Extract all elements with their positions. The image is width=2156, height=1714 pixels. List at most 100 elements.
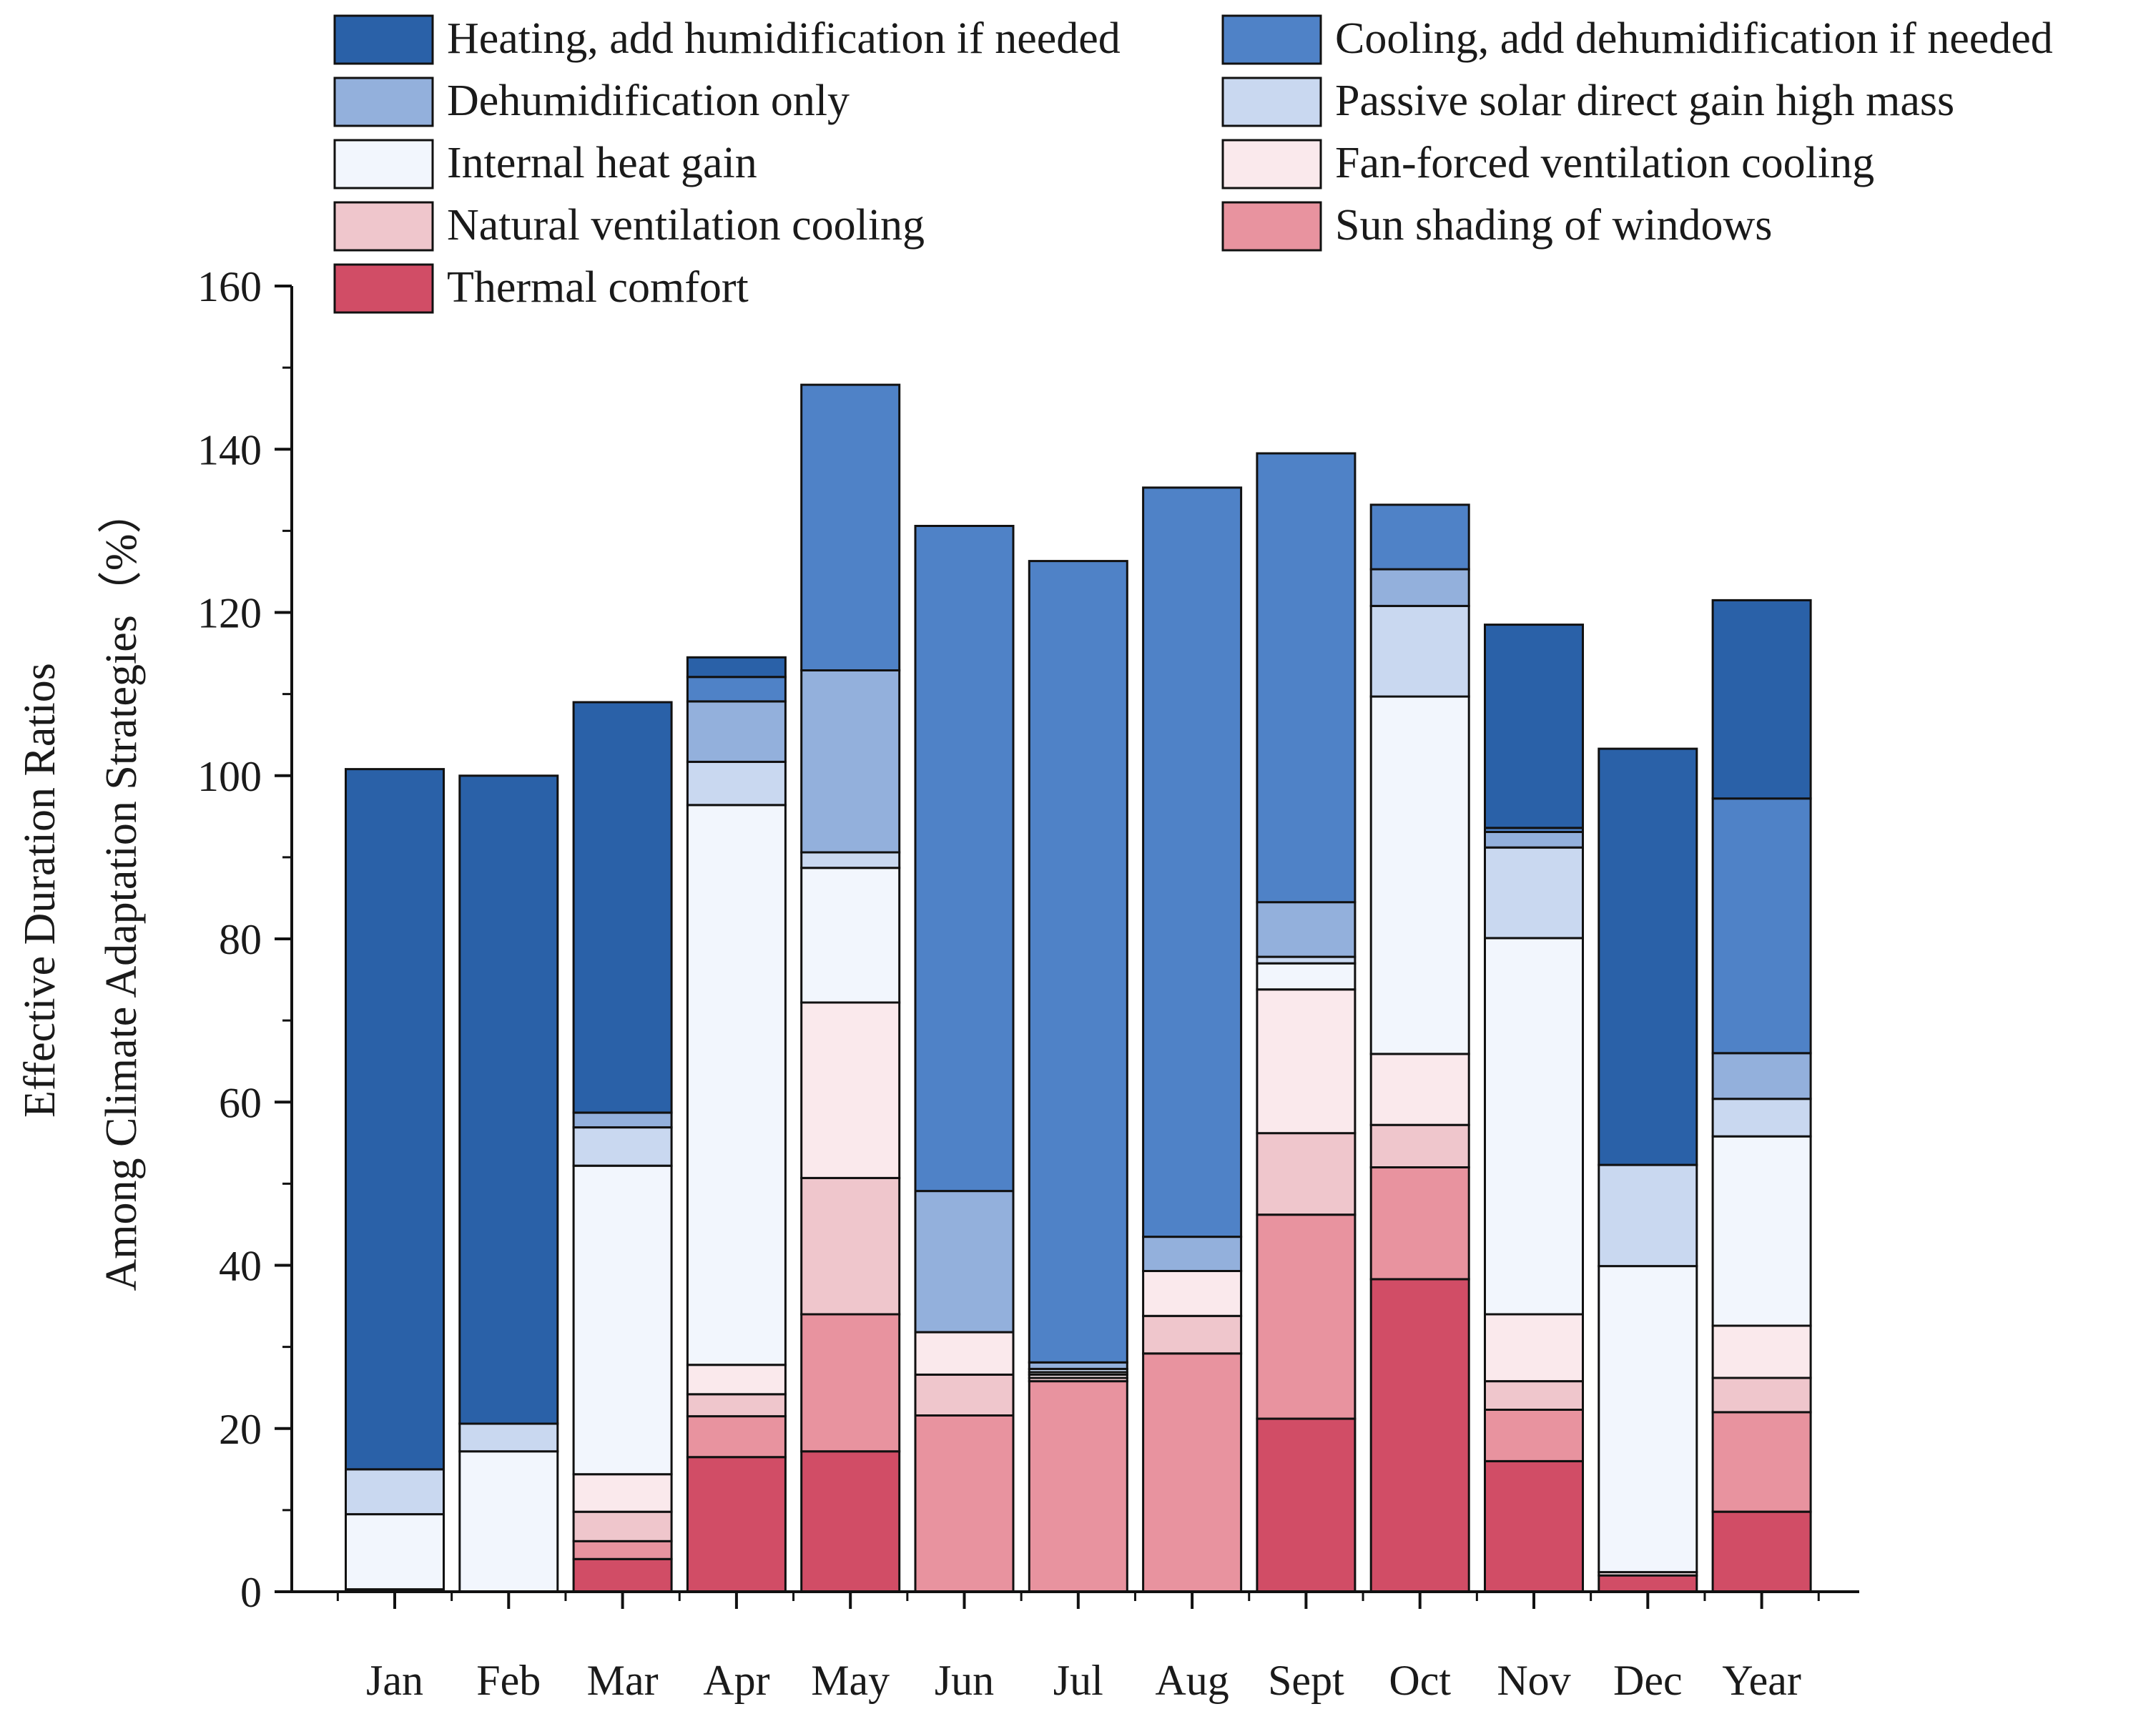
x-tick-label-oct: Oct bbox=[1389, 1657, 1451, 1704]
bar-sept-dehumidification-only bbox=[1256, 901, 1357, 958]
legend-label-fan-forced-ventilation-cooling: Fan-forced ventilation cooling bbox=[1335, 139, 1874, 187]
bar-mar-heating-add-humidification-if-needed bbox=[572, 701, 673, 1114]
bar-jun-natural-ventilation-cooling bbox=[914, 1373, 1015, 1417]
legend-label-heating-add-humidification-if-needed: Heating, add humidification if needed bbox=[447, 14, 1121, 63]
bar-mar-fan-forced-ventilation-cooling bbox=[572, 1473, 673, 1513]
legend: Heating, add humidification if needed Coo… bbox=[333, 14, 2053, 314]
bar-nov-fan-forced-ventilation-cooling bbox=[1484, 1313, 1584, 1383]
bar-may-cooling-add-dehumidification-if-needed bbox=[800, 383, 901, 671]
bar-jan-internal-heat-gain bbox=[345, 1513, 445, 1591]
x-tick-label-nov: Nov bbox=[1497, 1657, 1570, 1704]
y-tick-label-160: 160 bbox=[197, 263, 262, 310]
bar-dec-internal-heat-gain bbox=[1598, 1265, 1698, 1574]
bar-aug-natural-ventilation-cooling bbox=[1142, 1314, 1243, 1355]
bar-may-natural-ventilation-cooling bbox=[800, 1176, 901, 1316]
bar-jun-cooling-add-dehumidification-if-needed bbox=[914, 525, 1015, 1193]
bar-sept-thermal-comfort bbox=[1256, 1417, 1357, 1593]
legend-swatch-sun-shading-of-windows bbox=[1221, 201, 1322, 252]
bar-sept-cooling-add-dehumidification-if-needed bbox=[1256, 452, 1357, 904]
bar-jun-dehumidification-only bbox=[914, 1190, 1015, 1334]
bar-apr-natural-ventilation-cooling bbox=[686, 1393, 787, 1418]
bar-year-sun-shading-of-windows bbox=[1711, 1411, 1812, 1513]
axes-group: 0 20 40 60 80 100 120 140 160 Jan Feb Mar Apr May Jun J… bbox=[197, 263, 1859, 1704]
legend-swatch-cooling-add-dehumidification-if-needed bbox=[1221, 14, 1322, 65]
bar-apr-fan-forced-ventilation-cooling bbox=[686, 1364, 787, 1396]
bar-year-internal-heat-gain bbox=[1711, 1135, 1812, 1327]
bar-feb-heating-add-humidification-if-needed bbox=[458, 774, 559, 1425]
x-tick-label-sept: Sept bbox=[1268, 1657, 1344, 1704]
legend-swatch-dehumidification-only bbox=[333, 77, 434, 127]
x-tick-label-jan: Jan bbox=[366, 1657, 423, 1704]
bar-year-passive-solar-direct-gain-high-mass bbox=[1711, 1098, 1812, 1138]
bar-apr-thermal-comfort bbox=[686, 1456, 787, 1593]
bar-sept-natural-ventilation-cooling bbox=[1256, 1132, 1357, 1216]
bar-year-cooling-add-dehumidification-if-needed bbox=[1711, 797, 1812, 1055]
x-tick-label-apr: Apr bbox=[703, 1657, 769, 1704]
bar-jan-heating-add-humidification-if-needed bbox=[345, 768, 445, 1471]
bar-apr-internal-heat-gain bbox=[686, 804, 787, 1366]
bar-oct-internal-heat-gain bbox=[1369, 695, 1470, 1055]
bar-nov-thermal-comfort bbox=[1484, 1459, 1584, 1593]
bar-apr-dehumidification-only bbox=[686, 700, 787, 763]
legend-swatch-internal-heat-gain bbox=[333, 139, 434, 189]
bar-year-dehumidification-only bbox=[1711, 1052, 1812, 1100]
bar-sept-fan-forced-ventilation-cooling bbox=[1256, 988, 1357, 1135]
bar-mar-internal-heat-gain bbox=[572, 1164, 673, 1476]
bar-aug-fan-forced-ventilation-cooling bbox=[1142, 1270, 1243, 1317]
bar-oct-dehumidification-only bbox=[1369, 568, 1470, 607]
bar-jun-sun-shading-of-windows bbox=[914, 1414, 1015, 1593]
bar-year-heating-add-humidification-if-needed bbox=[1711, 599, 1812, 800]
bar-nov-sun-shading-of-windows bbox=[1484, 1409, 1584, 1462]
bar-apr-passive-solar-direct-gain-high-mass bbox=[686, 760, 787, 807]
bars-group bbox=[345, 383, 1812, 1593]
bar-feb-passive-solar-direct-gain-high-mass bbox=[458, 1422, 559, 1453]
bar-mar-sun-shading-of-windows bbox=[572, 1540, 673, 1560]
bar-may-fan-forced-ventilation-cooling bbox=[800, 1001, 901, 1179]
bar-aug-sun-shading-of-windows bbox=[1142, 1352, 1243, 1593]
bar-mar-dehumidification-only bbox=[572, 1111, 673, 1129]
y-tick-label-120: 120 bbox=[197, 590, 262, 637]
bar-may-dehumidification-only bbox=[800, 669, 901, 854]
bar-apr-heating-add-humidification-if-needed bbox=[686, 656, 787, 679]
y-tick-label-100: 100 bbox=[197, 753, 262, 800]
bar-nov-heating-add-humidification-if-needed bbox=[1484, 624, 1584, 829]
y-tick-label-60: 60 bbox=[219, 1079, 262, 1126]
legend-label-internal-heat-gain: Internal heat gain bbox=[447, 139, 757, 187]
legend-swatch-thermal-comfort bbox=[333, 263, 434, 314]
bar-nov-natural-ventilation-cooling bbox=[1484, 1380, 1584, 1411]
bar-oct-sun-shading-of-windows bbox=[1369, 1166, 1470, 1281]
x-tick-label-may: May bbox=[811, 1657, 890, 1704]
y-axis-title: Effective Duration Ratios Among Climate … bbox=[16, 490, 146, 1291]
legend-label-sun-shading-of-windows: Sun shading of windows bbox=[1335, 201, 1772, 250]
legend-swatch-heating-add-humidification-if-needed bbox=[333, 14, 434, 65]
bar-nov-internal-heat-gain bbox=[1484, 937, 1584, 1316]
bar-may-thermal-comfort bbox=[800, 1450, 901, 1593]
bar-mar-passive-solar-direct-gain-high-mass bbox=[572, 1126, 673, 1167]
bar-jul-sun-shading-of-windows bbox=[1028, 1380, 1128, 1593]
y-axis-title-line1: Effective Duration Ratios bbox=[16, 663, 64, 1118]
y-axis-title-line2: Among Climate Adaptation Strategies（%） bbox=[97, 490, 146, 1291]
bar-oct-thermal-comfort bbox=[1369, 1278, 1470, 1593]
legend-label-passive-solar-direct-gain-high-mass: Passive solar direct gain high mass bbox=[1335, 77, 1954, 125]
x-tick-label-year: Year bbox=[1722, 1657, 1801, 1704]
legend-swatch-fan-forced-ventilation-cooling bbox=[1221, 139, 1322, 189]
bar-jun-fan-forced-ventilation-cooling bbox=[914, 1331, 1015, 1376]
bar-aug-dehumidification-only bbox=[1142, 1236, 1243, 1272]
y-tick-label-20: 20 bbox=[219, 1406, 262, 1453]
bar-mar-natural-ventilation-cooling bbox=[572, 1510, 673, 1542]
x-tick-label-jun: Jun bbox=[935, 1657, 994, 1704]
x-tick-label-aug: Aug bbox=[1155, 1657, 1229, 1704]
bar-year-natural-ventilation-cooling bbox=[1711, 1376, 1812, 1414]
bar-year-fan-forced-ventilation-cooling bbox=[1711, 1324, 1812, 1379]
bar-may-sun-shading-of-windows bbox=[800, 1313, 901, 1453]
x-tick-label-feb: Feb bbox=[476, 1657, 541, 1704]
bar-oct-natural-ventilation-cooling bbox=[1369, 1123, 1470, 1168]
bar-may-passive-solar-direct-gain-high-mass bbox=[800, 851, 901, 870]
bar-nov-passive-solar-direct-gain-high-mass bbox=[1484, 846, 1584, 940]
y-tick-label-140: 140 bbox=[197, 426, 262, 473]
y-tick-label-80: 80 bbox=[219, 916, 262, 963]
bar-oct-passive-solar-direct-gain-high-mass bbox=[1369, 604, 1470, 698]
bar-dec-thermal-comfort bbox=[1598, 1574, 1698, 1593]
bar-feb-internal-heat-gain bbox=[458, 1450, 559, 1593]
